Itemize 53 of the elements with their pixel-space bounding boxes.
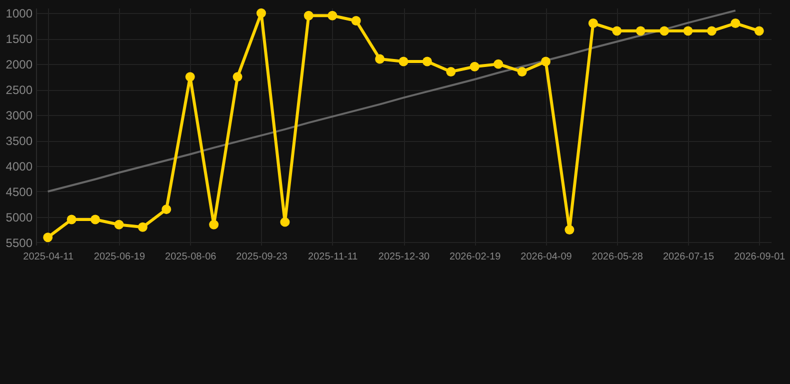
point: [588, 18, 598, 28]
line-series: [46, 10, 736, 192]
y-tick-label: 1500: [6, 32, 33, 46]
y-tick-label: 4500: [6, 184, 33, 199]
y-tick-label: 5500: [6, 236, 33, 250]
point: [185, 72, 195, 82]
point: [706, 26, 716, 36]
x-tick-label: 2025-12-30: [378, 252, 430, 262]
point: [683, 26, 693, 36]
y-tick-label: 2500: [6, 83, 33, 98]
y-tick-label: 3500: [6, 134, 33, 148]
point: [612, 26, 622, 36]
x-tick-label: 2026-07-15: [662, 252, 715, 262]
point: [541, 56, 550, 66]
point: [398, 56, 408, 66]
x-tick-label: 2026-09-01: [734, 252, 786, 262]
point: [517, 66, 527, 76]
point: [90, 214, 100, 224]
point: [564, 224, 574, 234]
x-tick-label: 2025-08-06: [165, 252, 217, 262]
x-tick-label: 2025-11-11: [308, 252, 358, 262]
y-tick-label: 3000: [6, 108, 33, 123]
x-tick-label: 2025-09-23: [236, 252, 288, 262]
point: [636, 26, 646, 36]
point: [422, 56, 432, 66]
point: [660, 26, 670, 36]
x-tick-label: 2026-05-28: [592, 252, 644, 262]
point: [375, 54, 385, 64]
x-tick-label: 2025-06-19: [94, 252, 146, 262]
x-tick-label: 2026-04-09: [520, 252, 572, 262]
point: [256, 8, 266, 18]
point: [351, 16, 361, 26]
point: [470, 62, 480, 72]
point: [280, 217, 290, 227]
point: [162, 204, 172, 214]
point: [754, 26, 764, 36]
point: [446, 66, 456, 76]
x-tick-label: 2025-04-11: [23, 252, 74, 262]
point: [494, 59, 504, 69]
point: [114, 220, 124, 230]
point: [232, 72, 242, 82]
point: [138, 222, 148, 232]
y-tick-label: 5000: [6, 210, 33, 224]
point: [328, 10, 338, 20]
point: [66, 214, 76, 224]
point: [730, 18, 740, 28]
point: [209, 220, 219, 230]
y-tick-label: 1000: [6, 6, 33, 21]
point: [304, 10, 314, 20]
y-tick-label: 4000: [6, 160, 33, 174]
y-tick-label: 2000: [6, 58, 33, 72]
x-tick-label: 2026-02-19: [450, 252, 502, 262]
point: [43, 232, 53, 242]
